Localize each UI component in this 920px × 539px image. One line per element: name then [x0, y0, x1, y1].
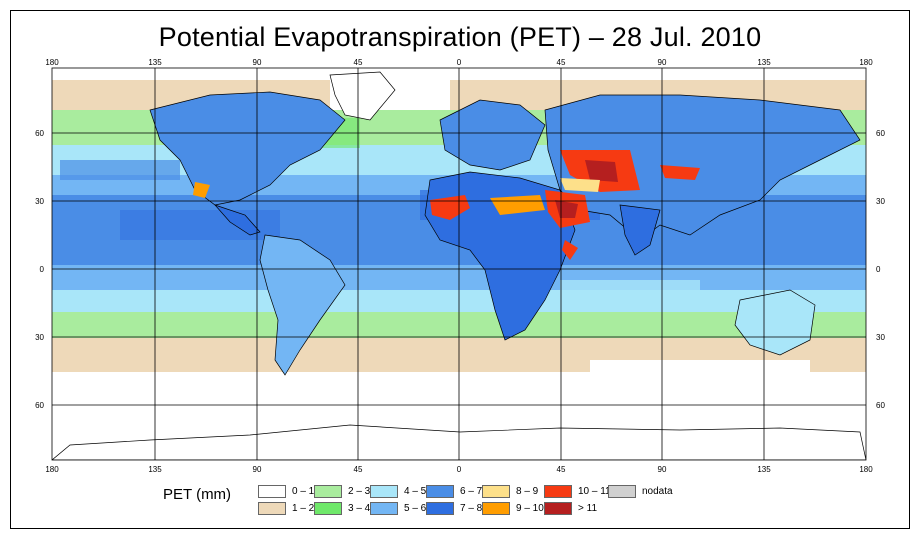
- hotspot-mongolia: [660, 165, 700, 180]
- lon-labels-bottom: 180 135 90 45 0 45 90 135 180: [45, 465, 873, 474]
- legend-item: 2 – 3: [314, 484, 370, 498]
- patch-deep-blue-pacific: [120, 210, 280, 240]
- legend-item: 4 – 5: [370, 484, 426, 498]
- legend-swatch: [544, 501, 572, 515]
- land-south-america: [259, 234, 346, 376]
- lat-label-left: 30: [35, 333, 44, 342]
- lon-label-bottom: 135: [148, 465, 162, 474]
- legend-item: 5 – 6: [370, 501, 426, 515]
- lon-label-top: 135: [148, 58, 162, 67]
- legend-swatch: [370, 484, 398, 498]
- hotspot-iran-yellow: [560, 178, 600, 192]
- legend-swatch: [426, 501, 454, 515]
- legend-label: > 11: [578, 502, 597, 514]
- lat-label-left: 0: [40, 265, 45, 274]
- land-central-america: [213, 204, 261, 236]
- legend-item: nodata: [608, 484, 673, 498]
- legend-label: 8 – 9: [516, 485, 539, 497]
- land-greenland: [329, 71, 396, 121]
- legend-item: 8 – 9: [482, 484, 538, 498]
- lon-label-bottom: 45: [354, 465, 363, 474]
- patch-sand-south-pacific: [80, 345, 200, 370]
- lon-label-top: 45: [354, 58, 363, 67]
- legend-label: 2 – 3: [348, 485, 371, 497]
- legend-label: 3 – 4: [348, 502, 371, 514]
- lon-labels-top: 180 135 90 45 0 45 90 135 180: [45, 58, 873, 67]
- lon-label-bottom: 0: [457, 465, 462, 474]
- legend-item: 6 – 7: [426, 484, 482, 498]
- lon-label-bottom: 90: [658, 465, 667, 474]
- legend-swatch: [608, 484, 636, 498]
- lat-label-right: 60: [876, 129, 885, 138]
- lat-label-left: 30: [35, 197, 44, 206]
- lon-label-top: 0: [457, 58, 462, 67]
- lat-label-right: 30: [876, 333, 885, 342]
- legend-label: 10 – 11: [578, 485, 611, 497]
- lon-label-bottom: 180: [45, 465, 59, 474]
- lon-label-bottom: 90: [253, 465, 262, 474]
- legend-label: nodata: [642, 485, 673, 497]
- hotspot-us-southwest: [193, 182, 210, 198]
- lon-label-top: 180: [45, 58, 59, 67]
- legend-swatch: [370, 501, 398, 515]
- legend-label: 7 – 8: [460, 502, 483, 514]
- lon-label-bottom: 135: [757, 465, 771, 474]
- lat-label-left: 60: [35, 401, 44, 410]
- legend-swatch: [314, 484, 342, 498]
- legend-swatch: [426, 484, 454, 498]
- legend-item: > 11: [544, 501, 597, 515]
- legend-label: 1 – 2: [292, 502, 315, 514]
- legend-label: 6 – 7: [460, 485, 483, 497]
- lon-label-top: 90: [658, 58, 667, 67]
- legend-label: 4 – 5: [404, 485, 427, 497]
- legend-item: 3 – 4: [314, 501, 370, 515]
- legend-label: 9 – 10: [516, 502, 544, 514]
- legend-item: 1 – 2: [258, 501, 314, 515]
- lon-label-top: 135: [757, 58, 771, 67]
- land-north-america: [149, 91, 346, 206]
- legend-swatch: [314, 501, 342, 515]
- land-india: [619, 204, 661, 256]
- legend-swatch: [258, 484, 286, 498]
- figure-frame: [10, 10, 910, 529]
- legend-item: 9 – 10: [482, 501, 544, 515]
- lat-labels-left: 60 30 0 30 60: [35, 129, 44, 410]
- lon-label-top: 90: [253, 58, 262, 67]
- patch-indian-lightblue: [560, 280, 700, 302]
- legend-title: PET (mm): [163, 486, 232, 503]
- legend-label: 0 – 1: [292, 485, 315, 497]
- lon-label-bottom: 45: [557, 465, 566, 474]
- legend-label: 5 – 6: [404, 502, 427, 514]
- patch-pacific-blue: [60, 160, 180, 180]
- land-africa: [424, 171, 576, 341]
- lat-label-right: 60: [876, 401, 885, 410]
- lon-label-top: 180: [859, 58, 873, 67]
- legend-swatch: [544, 484, 572, 498]
- legend-item: 0 – 1: [258, 484, 314, 498]
- lat-label-right: 30: [876, 197, 885, 206]
- lon-label-bottom: 180: [859, 465, 873, 474]
- hotspot-central-asia-core: [585, 160, 618, 182]
- hotspot-sahara-east: [490, 195, 545, 215]
- lat-labels-right: 60 30 0 30 60: [876, 129, 885, 410]
- map-title: Potential Evapotranspiration (PET) – 28 …: [158, 22, 762, 52]
- land-australia: [734, 289, 816, 356]
- legend-swatch: [482, 501, 510, 515]
- lon-label-top: 45: [557, 58, 566, 67]
- hotspot-east-africa: [562, 240, 578, 260]
- land-europe: [439, 99, 546, 171]
- legend-swatch: [482, 484, 510, 498]
- legend-item: 7 – 8: [426, 501, 482, 515]
- legend-swatch: [258, 501, 286, 515]
- patch-white-south: [590, 360, 810, 385]
- legend-item: 10 – 11: [544, 484, 611, 498]
- graticule: [51, 67, 867, 461]
- lat-label-right: 0: [876, 265, 881, 274]
- lat-label-left: 60: [35, 129, 44, 138]
